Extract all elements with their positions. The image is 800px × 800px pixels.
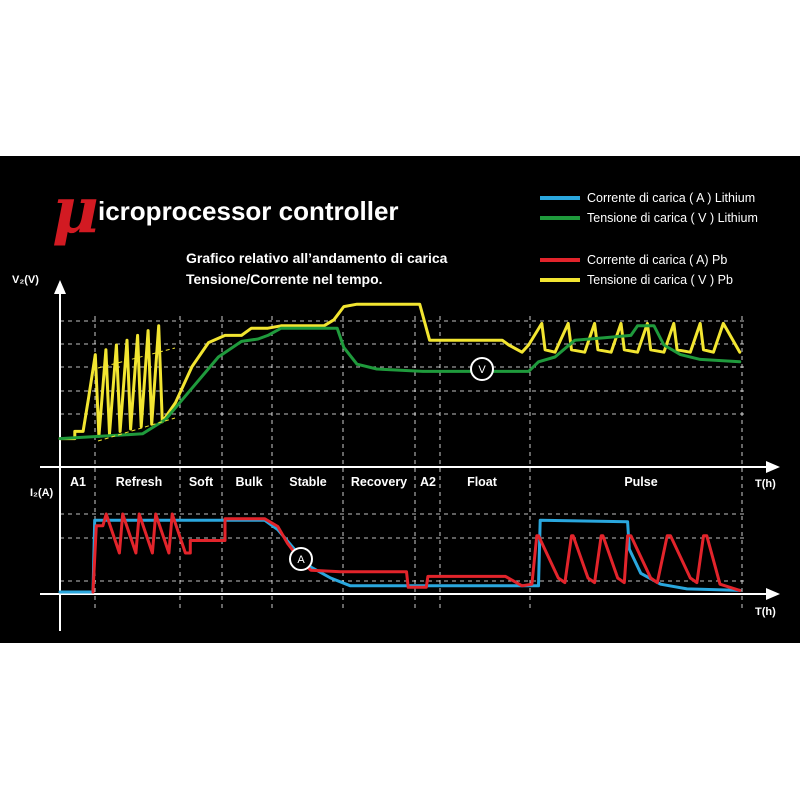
- current-marker: A: [289, 547, 313, 571]
- envelope-bottom-line: [97, 417, 176, 442]
- phase-label-refresh: Refresh: [116, 475, 163, 489]
- phase-label-pulse: Pulse: [624, 475, 657, 489]
- legend-label-lithium-current: Corrente di carica ( A ) Lithium: [587, 191, 755, 205]
- chart-subtitle-line2: Tensione/Corrente nel tempo.: [186, 271, 383, 287]
- chart-subtitle-line1: Grafico relativo all’andamento di carica: [186, 250, 448, 266]
- legend-label-pb-voltage: Tensione di carica ( V ) Pb: [587, 273, 733, 287]
- phase-label-a1: A1: [70, 475, 86, 489]
- chart-title: icroprocessor controller: [98, 196, 399, 226]
- phase-label-bulk: Bulk: [235, 475, 262, 489]
- grid: [60, 316, 745, 611]
- top-x-axis-label: T(h): [755, 478, 776, 490]
- envelope-top-line: [97, 347, 176, 369]
- chart-panel: μ icroprocessor controller Grafico relat…: [0, 156, 800, 643]
- phase-label-a2: A2: [420, 475, 436, 489]
- title-mu-symbol: μ: [52, 173, 99, 248]
- current-marker-circle: [289, 547, 313, 571]
- series-line-pb-current: [91, 512, 742, 594]
- bottom-y-axis-label: I₂(A): [30, 487, 54, 499]
- axes: V₂(V) I₂(A) T(h) T(h): [12, 274, 780, 631]
- phase-label-recovery: Recovery: [351, 475, 407, 489]
- bottom-x-axis-arrow-icon: [766, 588, 780, 600]
- current-marker-label: A: [297, 554, 305, 566]
- series-line-lithium-voltage: [58, 324, 742, 441]
- voltage-marker-circle: [470, 357, 494, 381]
- phase-label-soft: Soft: [189, 475, 214, 489]
- top-x-axis-arrow-icon: [766, 461, 780, 473]
- legend: Corrente di carica ( A ) Lithium Tension…: [540, 191, 758, 287]
- y-axis-arrow-icon: [54, 280, 66, 294]
- series-line-pb-voltage: [58, 302, 742, 441]
- refresh-envelope: [97, 347, 176, 442]
- phase-label-float: Float: [467, 475, 498, 489]
- legend-label-pb-current: Corrente di carica ( A) Pb: [587, 253, 727, 267]
- phase-labels: A1 Refresh Soft Bulk Stable Recovery A2 …: [70, 475, 658, 489]
- top-y-axis-label: V₂(V): [12, 274, 39, 286]
- bottom-x-axis-label: T(h): [755, 606, 776, 618]
- phase-label-stable: Stable: [289, 475, 327, 489]
- legend-label-lithium-voltage: Tensione di carica ( V ) Lithium: [587, 211, 758, 225]
- voltage-marker-label: V: [478, 364, 486, 376]
- series-layer: [58, 302, 742, 594]
- voltage-marker: V: [470, 357, 494, 381]
- charging-chart: μ icroprocessor controller Grafico relat…: [12, 173, 780, 631]
